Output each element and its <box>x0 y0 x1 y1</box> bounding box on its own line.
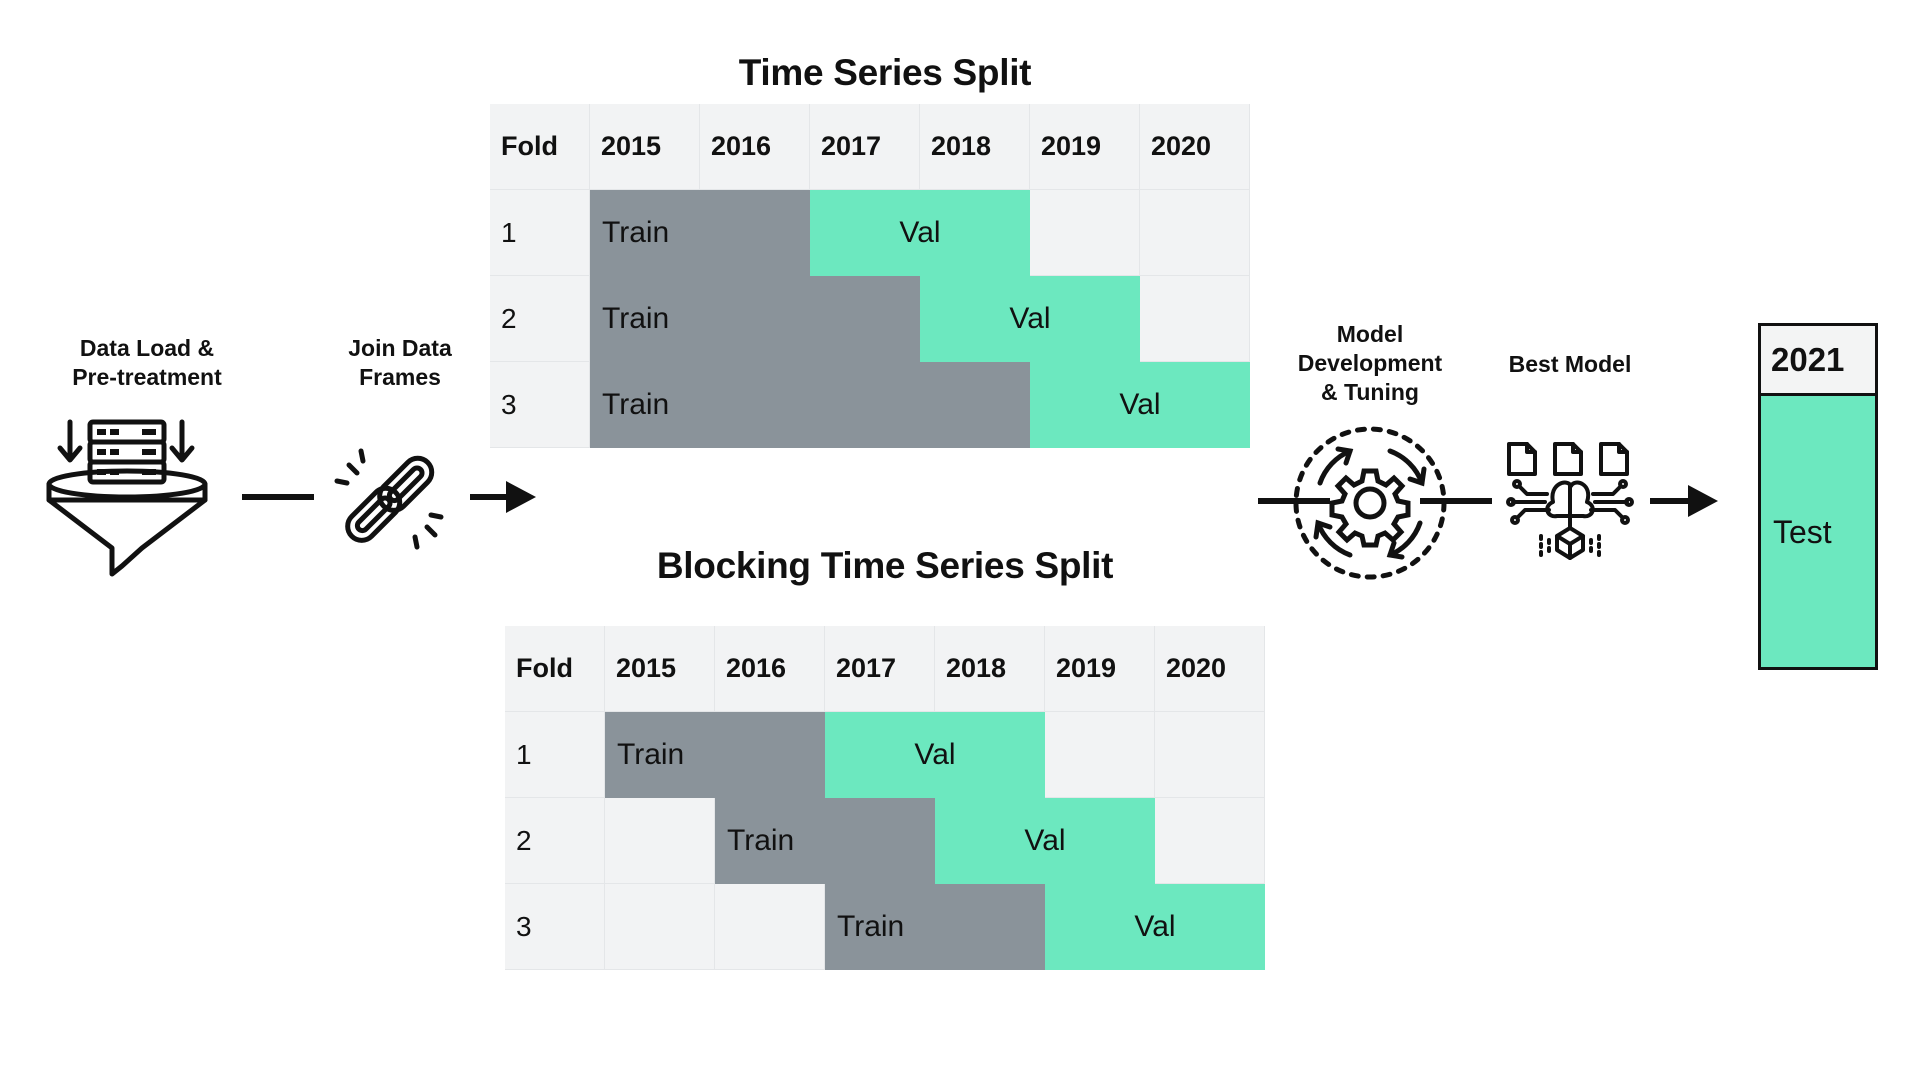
val-segment: Val <box>1045 884 1265 970</box>
val-segment: Val <box>825 712 1045 798</box>
year-header: 2019 <box>1030 104 1140 190</box>
empty-cell <box>715 884 825 970</box>
data-load-label: Data Load & Pre-treatment <box>72 335 222 390</box>
test-block: 2021 Test <box>1758 323 1878 670</box>
fold-header: Fold <box>490 104 590 190</box>
empty-cell <box>1155 712 1265 798</box>
year-header: 2015 <box>590 104 700 190</box>
connector-line <box>1258 498 1330 504</box>
fold-number: 2 <box>505 798 605 884</box>
year-header: 2020 <box>1140 104 1250 190</box>
empty-cell <box>1045 712 1155 798</box>
time-series-split-title: Time Series Split <box>738 52 1032 93</box>
empty-cell <box>1155 798 1265 884</box>
fold-number: 3 <box>490 362 590 448</box>
model-development-label: Model Development & Tuning <box>1297 321 1443 405</box>
fold-number: 2 <box>490 276 590 362</box>
arrow-right-icon <box>1688 485 1718 517</box>
fold-number: 1 <box>505 712 605 798</box>
train-segment: Train <box>590 276 920 362</box>
blocking-time-series-split-title: Blocking Time Series Split <box>656 545 1114 586</box>
join-data-label: Join Data Frames <box>348 335 452 390</box>
connector-line <box>470 494 508 500</box>
empty-cell <box>605 798 715 884</box>
train-segment: Train <box>825 884 1045 970</box>
empty-cell <box>605 884 715 970</box>
best-model-label: Best Model <box>1508 351 1632 377</box>
train-segment: Train <box>590 362 1030 448</box>
train-segment: Train <box>590 190 810 276</box>
empty-cell <box>1140 276 1250 362</box>
test-label: Test <box>1773 514 1832 550</box>
arrow-right-icon <box>506 481 536 513</box>
empty-cell <box>1030 190 1140 276</box>
val-segment: Val <box>810 190 1030 276</box>
connector-line <box>1650 498 1690 504</box>
time-series-split-table: Fold 2015 2016 2017 2018 2019 2020 1 Train Val 2 Tr… <box>490 104 1250 448</box>
connector-line <box>1420 498 1492 504</box>
year-header: 2015 <box>605 626 715 712</box>
val-segment: Val <box>920 276 1140 362</box>
year-header: 2017 <box>810 104 920 190</box>
fold-header: Fold <box>505 626 605 712</box>
blocking-time-series-split-table: Fold 2015 2016 2017 2018 2019 2020 1 Train Val 2 Tr… <box>505 626 1265 970</box>
year-header: 2019 <box>1045 626 1155 712</box>
empty-cell <box>1140 190 1250 276</box>
connector-line <box>242 494 314 500</box>
year-header: 2017 <box>825 626 935 712</box>
chain-link-icon <box>334 448 444 550</box>
test-year: 2021 <box>1761 326 1875 396</box>
val-segment: Val <box>1030 362 1250 448</box>
train-segment: Train <box>715 798 935 884</box>
fold-number: 1 <box>490 190 590 276</box>
year-header: 2016 <box>700 104 810 190</box>
fold-number: 3 <box>505 884 605 970</box>
year-header: 2018 <box>935 626 1045 712</box>
year-header: 2018 <box>920 104 1030 190</box>
ai-model-network-icon <box>1506 442 1634 560</box>
train-segment: Train <box>605 712 825 798</box>
val-segment: Val <box>935 798 1155 884</box>
year-header: 2016 <box>715 626 825 712</box>
year-header: 2020 <box>1155 626 1265 712</box>
funnel-database-icon <box>46 419 208 577</box>
